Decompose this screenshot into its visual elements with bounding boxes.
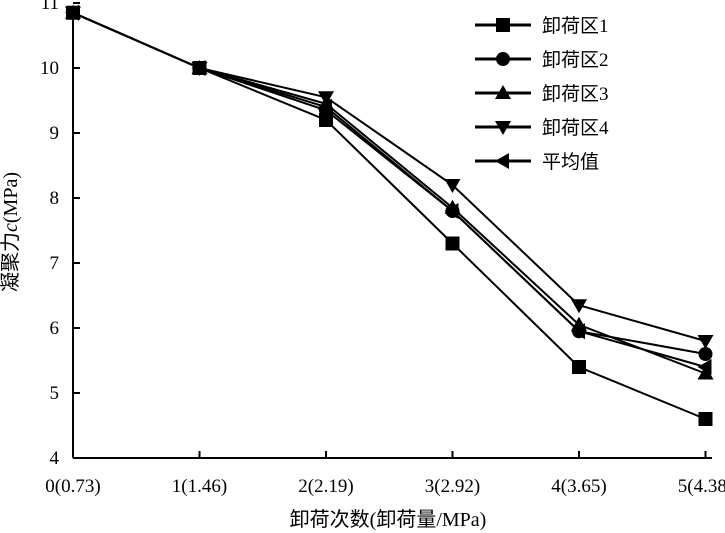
series-5 xyxy=(65,4,712,375)
series-4 xyxy=(65,6,714,349)
y-axis-title-unit: (MPa) xyxy=(0,172,22,223)
y-tick-label: 5 xyxy=(50,383,60,404)
y-tick-label: 11 xyxy=(41,0,59,14)
legend-item: 平均值 xyxy=(475,151,599,173)
series-line xyxy=(72,11,706,368)
data-point xyxy=(444,203,459,219)
data-point xyxy=(697,359,712,375)
series-line xyxy=(72,11,706,375)
y-axis-title-prefix: 凝聚力 xyxy=(0,232,22,292)
x-tick-label: 4(3.65) xyxy=(551,476,606,497)
series-line xyxy=(72,11,706,420)
series-line xyxy=(72,11,706,355)
data-point xyxy=(319,113,333,127)
legend-label: 卸荷区2 xyxy=(542,49,609,71)
legend-marker xyxy=(495,153,509,169)
x-axis-ticks: 0(0.73) 1(1.46) 2(2.19) 3(2.92) 4(3.65) 5(4.3… xyxy=(45,451,725,497)
legend-label: 卸荷区1 xyxy=(542,15,609,37)
data-point xyxy=(572,360,586,374)
legend-label: 卸荷区3 xyxy=(542,83,609,105)
data-point xyxy=(318,99,332,115)
series-line xyxy=(72,11,706,342)
y-tick-label: 7 xyxy=(50,253,60,274)
axes xyxy=(72,6,712,459)
data-point xyxy=(444,179,461,193)
legend-marker xyxy=(495,121,511,135)
y-tick-label: 10 xyxy=(40,58,59,79)
y-tick-label: 8 xyxy=(50,188,60,209)
legend-item: 卸荷区1 xyxy=(475,15,609,37)
y-tick-label: 6 xyxy=(50,318,60,339)
legend-item: 卸荷区3 xyxy=(475,83,609,105)
x-tick-label: 0(0.73) xyxy=(45,476,100,497)
legend-marker xyxy=(496,52,510,66)
y-axis-ticks: 4 5 6 7 8 9 10 11 xyxy=(40,0,80,469)
data-point xyxy=(65,4,79,21)
y-axis-title: 凝聚力c(MPa) xyxy=(0,172,22,292)
legend-label: 平均值 xyxy=(542,151,599,173)
legend-item: 卸荷区2 xyxy=(475,49,609,71)
y-tick-label: 9 xyxy=(50,123,60,144)
series-2 xyxy=(66,5,713,361)
data-point xyxy=(697,365,714,380)
data-point xyxy=(698,347,713,361)
y-axis-title-symbol: c xyxy=(0,223,22,232)
data-point xyxy=(445,236,460,251)
y-tick-label: 4 xyxy=(50,448,60,469)
data-point xyxy=(318,91,334,106)
legend: 卸荷区1 卸荷区2 卸荷区3 卸荷区4 平均值 xyxy=(475,15,609,173)
x-tick-label: 5(4.38) xyxy=(678,476,725,497)
x-tick-label: 2(2.19) xyxy=(298,476,353,497)
data-point xyxy=(697,335,714,349)
legend-marker xyxy=(495,85,511,99)
series-group xyxy=(65,4,714,426)
x-tick-label: 1(1.46) xyxy=(172,476,227,497)
x-tick-label: 3(2.92) xyxy=(425,476,480,497)
data-point xyxy=(698,412,713,426)
x-axis-title: 卸荷次数(卸荷量/MPa) xyxy=(290,508,487,531)
legend-marker xyxy=(496,18,510,32)
data-point xyxy=(571,299,587,314)
series-1 xyxy=(66,5,713,426)
series-3 xyxy=(65,4,714,380)
data-point xyxy=(571,323,585,340)
data-point xyxy=(191,60,206,76)
legend-item: 卸荷区4 xyxy=(475,117,609,139)
legend-label: 卸荷区4 xyxy=(542,117,609,139)
